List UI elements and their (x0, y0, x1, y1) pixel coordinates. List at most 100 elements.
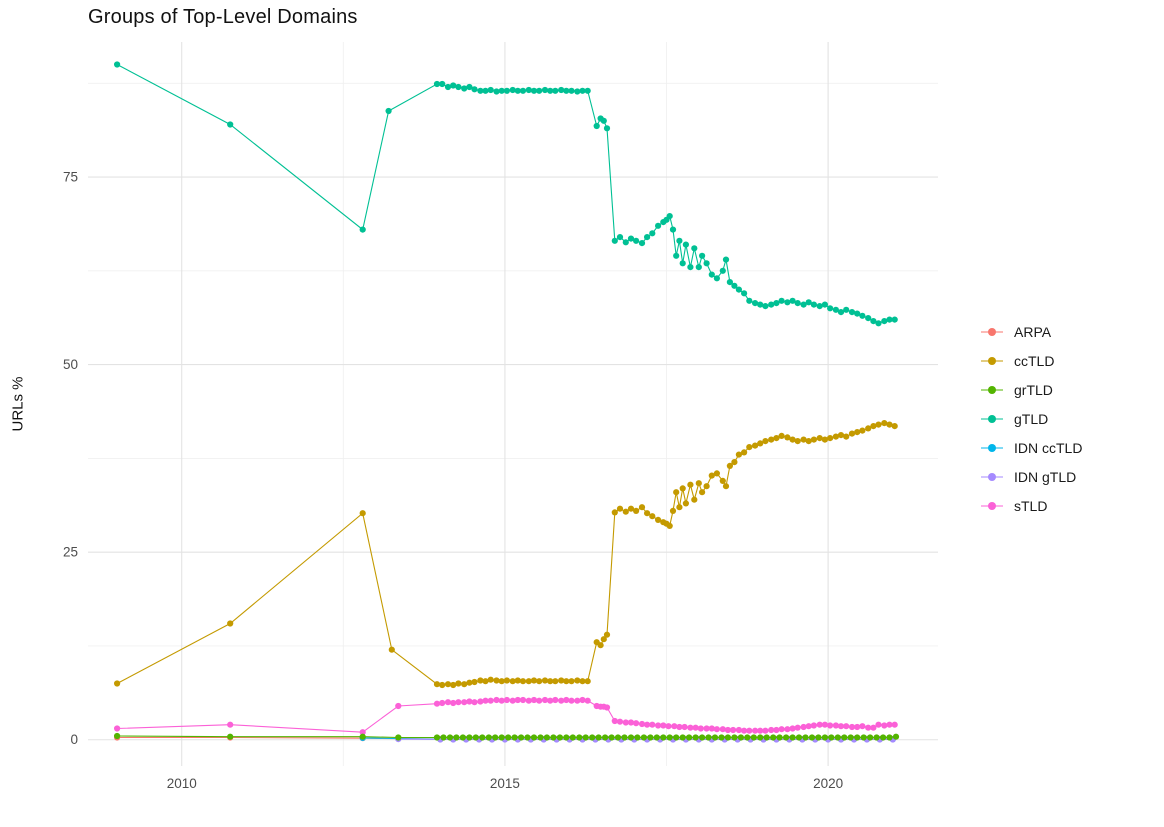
data-point-sTLD (762, 727, 769, 734)
data-point-gTLD (731, 282, 738, 289)
data-point-ccTLD (673, 489, 680, 496)
data-point-gTLD (800, 301, 807, 308)
data-point-ccTLD (649, 513, 656, 520)
data-point-gTLD (762, 303, 769, 310)
data-point-gTLD (669, 226, 677, 233)
data-point-grTLD (627, 734, 635, 741)
data-point-grTLD (744, 734, 751, 741)
data-point-ccTLD (789, 436, 796, 443)
data-point-gTLD (385, 107, 392, 115)
data-point-grTLD (750, 734, 757, 741)
data-point-gTLD (843, 306, 850, 313)
data-point-gTLD (455, 83, 462, 91)
data-point-grTLD (614, 734, 622, 741)
data-point-gTLD (644, 234, 651, 241)
data-point-grTLD (718, 734, 725, 741)
y-tick-label: 75 (63, 170, 78, 185)
data-point-ccTLD (114, 680, 121, 687)
data-point-sTLD (655, 722, 662, 729)
data-point-gTLD (726, 279, 734, 286)
data-point-sTLD (848, 723, 856, 731)
data-point-ccTLD (547, 678, 554, 685)
x-tick-label: 2015 (490, 776, 520, 791)
data-point-ccTLD (482, 678, 489, 685)
data-point-sTLD (843, 723, 850, 730)
data-point-sTLD (768, 726, 775, 734)
legend-key-icon (981, 327, 1003, 336)
data-point-grTLD (492, 734, 499, 741)
data-point-ccTLD (713, 470, 721, 477)
data-point-grTLD (860, 734, 867, 741)
data-point-sTLD (870, 724, 877, 731)
data-point-ccTLD (810, 436, 818, 443)
y-tick-label: 25 (63, 545, 78, 560)
data-point-sTLD (584, 697, 591, 704)
data-point-gTLD (359, 226, 366, 233)
data-point-sTLD (665, 723, 672, 730)
data-point-grTLD (770, 734, 777, 741)
data-point-gTLD (616, 234, 624, 241)
data-point-sTLD (536, 697, 543, 704)
data-point-ccTLD (816, 435, 823, 442)
series-line-grTLD (117, 735, 897, 739)
data-point-ccTLD (676, 504, 683, 511)
data-point-sTLD (713, 726, 721, 733)
data-point-gTLD (789, 297, 796, 304)
data-point-grTLD (731, 734, 738, 741)
legend-key-icon (981, 385, 1003, 394)
data-point-ccTLD (439, 681, 446, 689)
data-point-ccTLD (552, 678, 559, 685)
data-point-ccTLD (655, 516, 662, 524)
data-point-gTLD (439, 80, 446, 88)
y-tick-label: 50 (63, 357, 78, 372)
data-point-grTLD (227, 733, 234, 740)
data-point-gTLD (552, 87, 559, 94)
data-point-gTLD (471, 86, 478, 93)
data-point-sTLD (509, 697, 516, 704)
data-point-gTLD (627, 235, 635, 242)
data-point-grTLD (608, 734, 615, 741)
data-point-sTLD (466, 698, 473, 705)
data-point-grTLD (479, 734, 486, 741)
data-point-sTLD (649, 721, 656, 728)
data-point-ccTLD (794, 438, 801, 445)
data-point-ccTLD (837, 432, 845, 439)
data-point-ccTLD (574, 677, 581, 684)
data-point-sTLD (886, 721, 893, 728)
data-point-gTLD (703, 260, 710, 267)
data-point-gTLD (773, 300, 780, 307)
data-point-sTLD (676, 723, 683, 731)
data-point-ccTLD (687, 481, 694, 488)
data-point-gTLD (666, 213, 673, 220)
data-point-ccTLD (679, 485, 686, 492)
data-point-grTLD (776, 734, 783, 741)
data-point-ccTLD (827, 435, 834, 442)
data-point-ccTLD (865, 425, 872, 432)
data-point-ccTLD (886, 421, 893, 428)
data-point-grTLD (692, 734, 699, 741)
data-point-sTLD (827, 722, 834, 729)
data-point-gTLD (695, 264, 702, 271)
data-point-grTLD (550, 734, 557, 741)
data-point-gTLD (679, 260, 686, 267)
legend-key-icon (981, 356, 1003, 365)
data-point-sTLD (525, 697, 532, 704)
data-point-ccTLD (597, 642, 604, 649)
data-point-gTLD (673, 252, 680, 259)
data-point-ccTLD (600, 636, 607, 643)
data-point-sTLD (519, 696, 527, 704)
data-point-ccTLD (870, 423, 877, 430)
data-point-gTLD (784, 299, 791, 306)
legend-label: IDN gTLD (1014, 468, 1077, 485)
data-point-grTLD (595, 734, 602, 741)
data-point-gTLD (622, 239, 629, 246)
data-point-grTLD (783, 734, 790, 741)
data-point-ccTLD (584, 678, 591, 685)
data-point-sTLD (832, 722, 840, 729)
data-point-sTLD (773, 726, 780, 734)
data-point-gTLD (827, 305, 834, 312)
data-point-ccTLD (487, 676, 494, 683)
data-point-gTLD (837, 309, 845, 316)
data-point-grTLD (446, 734, 454, 741)
